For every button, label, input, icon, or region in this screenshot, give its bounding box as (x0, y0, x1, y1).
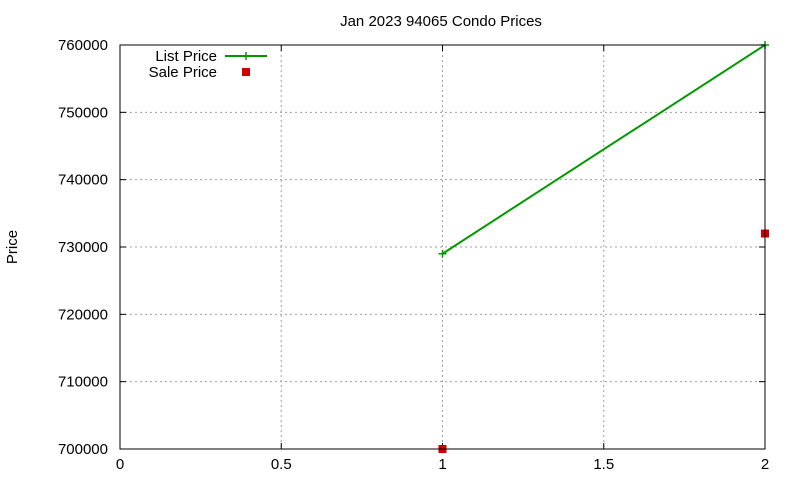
y-tick-label: 760000 (58, 37, 108, 54)
legend-plus-marker (242, 52, 250, 60)
tick-labels: 700000 710000 720000 730000 740000 750000 7600… (58, 37, 769, 473)
y-tick-label: 720000 (58, 306, 108, 323)
list-price-line (441, 44, 766, 255)
x-tick-label: 0 (116, 456, 124, 473)
list-price-point (438, 249, 447, 258)
y-tick-label: 710000 (58, 374, 108, 391)
x-tick-label: 0.5 (271, 456, 292, 473)
y-tick-label: 740000 (58, 172, 108, 189)
y-tick-label: 730000 (58, 239, 108, 256)
x-tick-label: 1 (438, 456, 446, 473)
legend-square-marker (242, 68, 250, 76)
chart-title: Jan 2023 94065 Condo Prices (340, 13, 542, 30)
x-tick-label: 1.5 (593, 456, 614, 473)
x-tick-label: 2 (761, 456, 769, 473)
y-tick-label: 750000 (58, 104, 108, 121)
grid-lines (120, 45, 765, 449)
y-tick-label: 700000 (58, 441, 108, 458)
legend-label: Sale Price (149, 64, 217, 81)
legend-label: List Price (155, 48, 217, 65)
plot-border (119, 44, 766, 450)
y-axis-label: Price (4, 230, 21, 264)
